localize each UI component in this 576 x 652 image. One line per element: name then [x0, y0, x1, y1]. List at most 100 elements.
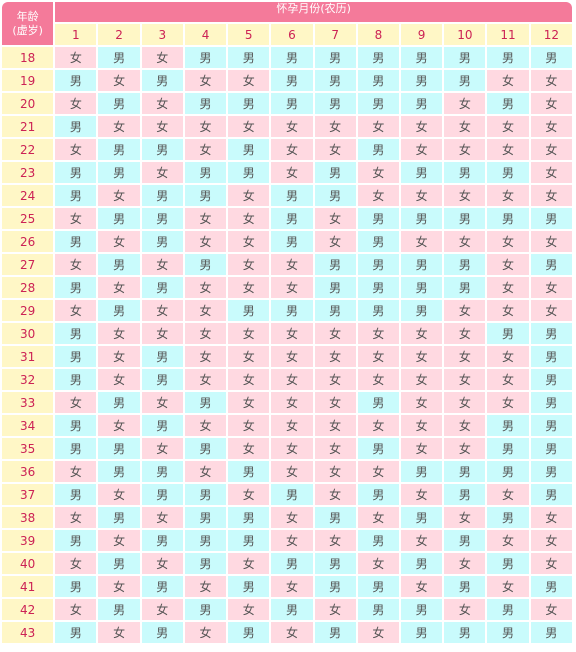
female-cell: 女	[184, 415, 227, 436]
male-cell: 男	[530, 576, 572, 597]
age-cell: 26	[2, 231, 54, 252]
month-header-row: 1 2 3 4 5 6 7 8 9 10 11 12	[2, 24, 572, 45]
male-cell: 男	[314, 300, 356, 321]
male-cell: 男	[98, 507, 140, 528]
female-cell: 女	[184, 231, 227, 252]
female-cell: 女	[401, 484, 443, 505]
female-cell: 女	[271, 139, 313, 160]
male-cell: 男	[487, 599, 529, 620]
age-header-sublabel: (虚岁)	[12, 23, 43, 37]
female-cell: 女	[357, 622, 400, 643]
female-cell: 女	[141, 93, 183, 114]
female-cell: 女	[55, 47, 97, 68]
female-cell: 女	[98, 415, 140, 436]
male-cell: 男	[530, 47, 572, 68]
female-cell: 女	[401, 323, 443, 344]
month-header-cell: 7	[314, 24, 356, 45]
table-row: 28 男女男女女女男男男男女女	[2, 277, 572, 298]
female-cell: 女	[228, 438, 270, 459]
male-cell: 男	[314, 47, 356, 68]
female-cell: 女	[314, 369, 356, 390]
female-cell: 女	[444, 139, 486, 160]
female-cell: 女	[98, 231, 140, 252]
female-cell: 女	[141, 599, 183, 620]
female-cell: 女	[357, 369, 400, 390]
female-cell: 女	[314, 392, 356, 413]
male-cell: 男	[487, 622, 529, 643]
female-cell: 女	[98, 530, 140, 551]
female-cell: 女	[444, 369, 486, 390]
female-cell: 女	[444, 300, 486, 321]
female-cell: 女	[98, 576, 140, 597]
female-cell: 女	[228, 70, 270, 91]
female-cell: 女	[55, 553, 97, 574]
male-cell: 男	[271, 599, 313, 620]
male-cell: 男	[401, 254, 443, 275]
male-cell: 男	[487, 47, 529, 68]
month-header-cell: 4	[184, 24, 227, 45]
male-cell: 男	[184, 47, 227, 68]
female-cell: 女	[444, 185, 486, 206]
table-row: 20 女男女男男男男男男女男女	[2, 93, 572, 114]
male-cell: 男	[228, 576, 270, 597]
table-row: 24 男女男男女男男女女女女女	[2, 185, 572, 206]
female-cell: 女	[530, 70, 572, 91]
male-cell: 男	[401, 47, 443, 68]
male-cell: 男	[401, 461, 443, 482]
female-cell: 女	[184, 576, 227, 597]
male-cell: 男	[55, 438, 97, 459]
female-cell: 女	[357, 415, 400, 436]
female-cell: 女	[141, 392, 183, 413]
female-cell: 女	[98, 484, 140, 505]
male-cell: 男	[487, 162, 529, 183]
male-cell: 男	[314, 70, 356, 91]
male-cell: 男	[271, 93, 313, 114]
female-cell: 女	[530, 530, 572, 551]
female-cell: 女	[271, 162, 313, 183]
female-cell: 女	[401, 369, 443, 390]
female-cell: 女	[530, 507, 572, 528]
male-cell: 男	[314, 553, 356, 574]
male-cell: 男	[401, 162, 443, 183]
female-cell: 女	[314, 484, 356, 505]
age-cell: 40	[2, 553, 54, 574]
male-cell: 男	[357, 438, 400, 459]
male-cell: 男	[228, 461, 270, 482]
male-cell: 男	[141, 461, 183, 482]
female-cell: 女	[530, 300, 572, 321]
female-cell: 女	[444, 116, 486, 137]
age-cell: 43	[2, 622, 54, 643]
table-row: 32 男女男女女女女女女女女男	[2, 369, 572, 390]
table-row: 35 男男女男女女女男女女男男	[2, 438, 572, 459]
male-cell: 男	[271, 185, 313, 206]
male-cell: 男	[401, 70, 443, 91]
male-cell: 男	[228, 507, 270, 528]
table-row: 30 男女女女女女女女女女男男	[2, 323, 572, 344]
month-header-cell: 9	[401, 24, 443, 45]
female-cell: 女	[98, 622, 140, 643]
age-cell: 35	[2, 438, 54, 459]
age-cell: 31	[2, 346, 54, 367]
female-cell: 女	[228, 484, 270, 505]
male-cell: 男	[55, 231, 97, 252]
female-cell: 女	[314, 415, 356, 436]
male-cell: 男	[357, 277, 400, 298]
male-cell: 男	[357, 254, 400, 275]
month-header-cell: 11	[487, 24, 529, 45]
male-cell: 男	[55, 369, 97, 390]
female-cell: 女	[487, 231, 529, 252]
female-cell: 女	[228, 599, 270, 620]
table-row: 43 男女男女男女男女男男男男	[2, 622, 572, 643]
female-cell: 女	[141, 300, 183, 321]
female-cell: 女	[141, 47, 183, 68]
male-cell: 男	[141, 484, 183, 505]
female-cell: 女	[357, 162, 400, 183]
female-cell: 女	[314, 599, 356, 620]
female-cell: 女	[228, 392, 270, 413]
female-cell: 女	[487, 346, 529, 367]
female-cell: 女	[444, 93, 486, 114]
age-cell: 29	[2, 300, 54, 321]
male-cell: 男	[487, 553, 529, 574]
male-cell: 男	[55, 185, 97, 206]
male-cell: 男	[55, 415, 97, 436]
